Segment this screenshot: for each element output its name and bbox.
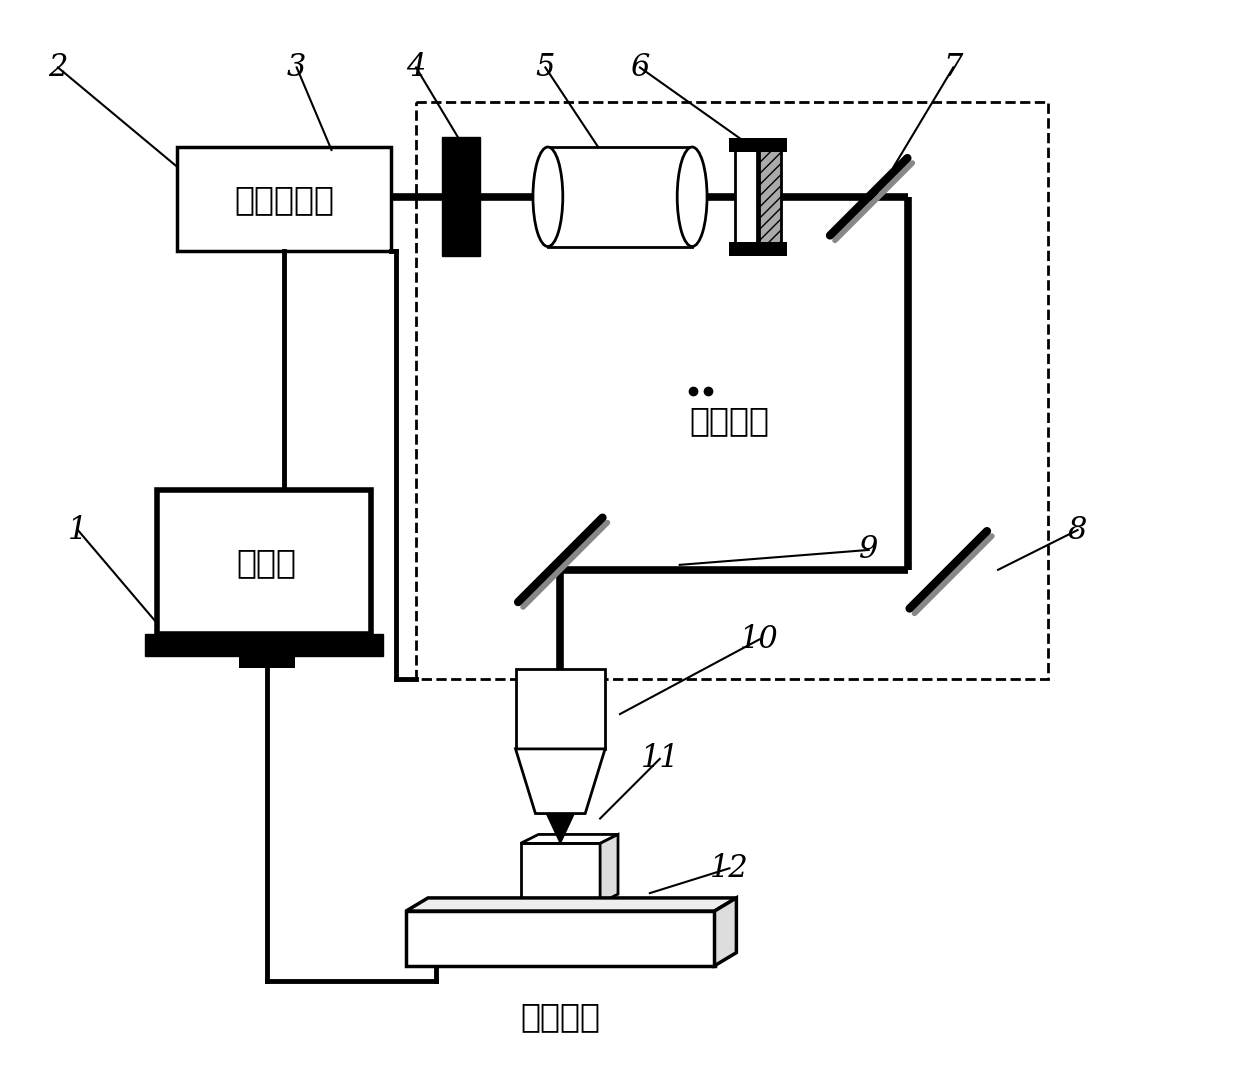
Text: 11: 11 <box>640 743 680 774</box>
Text: 光路系统: 光路系统 <box>689 404 770 437</box>
Text: 8: 8 <box>1068 515 1087 546</box>
Text: 9: 9 <box>859 535 878 565</box>
Bar <box>407 911 714 966</box>
Polygon shape <box>521 834 618 844</box>
Bar <box>521 844 600 903</box>
Bar <box>729 242 787 256</box>
Text: 10: 10 <box>740 624 779 655</box>
Bar <box>759 145 781 249</box>
Polygon shape <box>516 749 605 814</box>
Text: 5: 5 <box>536 51 556 83</box>
Polygon shape <box>714 898 737 966</box>
Polygon shape <box>407 898 737 911</box>
Bar <box>516 669 605 749</box>
Text: 6: 6 <box>630 51 650 83</box>
Text: 3: 3 <box>286 51 306 83</box>
Polygon shape <box>600 834 618 903</box>
Text: 超快激光器: 超快激光器 <box>234 182 335 215</box>
Text: 2: 2 <box>48 51 68 83</box>
Ellipse shape <box>533 147 563 247</box>
Text: 7: 7 <box>944 51 963 83</box>
Bar <box>157 490 371 635</box>
Text: 4: 4 <box>407 51 425 83</box>
Text: 位移平台: 位移平台 <box>521 1000 600 1033</box>
Text: 12: 12 <box>711 852 749 883</box>
Ellipse shape <box>677 147 707 247</box>
Bar <box>239 656 295 668</box>
Text: 计算机: 计算机 <box>237 546 296 579</box>
Bar <box>145 635 383 656</box>
Polygon shape <box>547 814 574 844</box>
Bar <box>441 137 480 256</box>
Bar <box>177 147 391 252</box>
Bar <box>735 145 758 249</box>
Bar <box>729 137 787 151</box>
Bar <box>548 147 692 247</box>
Text: 1: 1 <box>68 515 88 546</box>
